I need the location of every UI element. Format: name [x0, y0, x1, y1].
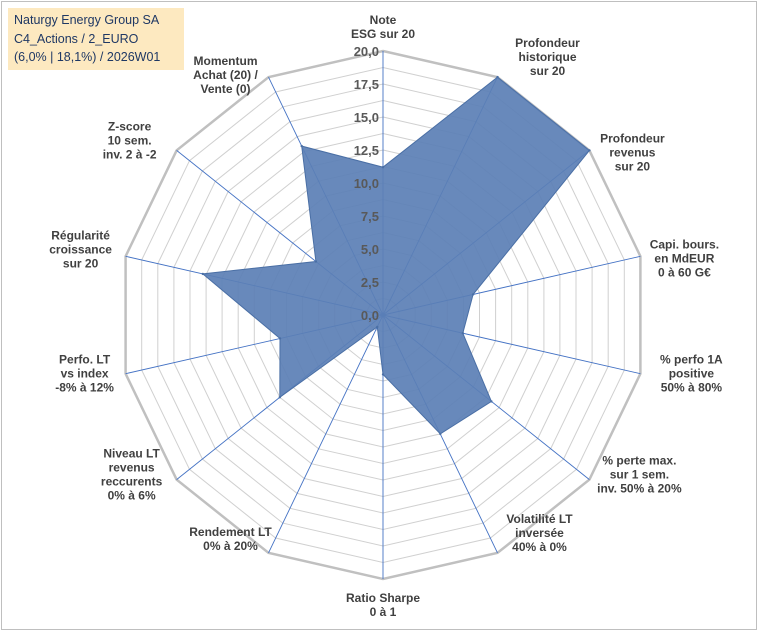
axis-label-line: vs index [61, 367, 109, 381]
axis-label-line: Z-score [108, 119, 152, 133]
axis-label-line: revenus [109, 461, 155, 475]
axis-label-line: sur 1 sem. [610, 468, 669, 482]
axis-label-line: Profondeur [515, 36, 580, 50]
axis-label-line: inv. 50% à 20% [597, 482, 682, 496]
axis-label-line: Perfo. LT [59, 353, 111, 367]
radial-tick-label: 2,5 [361, 275, 379, 290]
title-stats: (6,0% | 18,1%) / 2026W01 [14, 50, 161, 64]
axis-label-line: 50% à 80% [661, 381, 723, 395]
axis-label-line: % perte max. [602, 454, 676, 468]
axis-spoke [268, 314, 384, 554]
axis-label-line: Achat (20) / [193, 68, 258, 82]
axis-label-line: 0 à 1 [370, 605, 397, 619]
axis-label-line: Note [370, 13, 397, 27]
axis-label-4: % perfo 1A positive 50% à 80% [660, 353, 723, 395]
axis-label-line: Niveau LT [103, 447, 160, 461]
radial-tick-label: 5,0 [361, 242, 379, 257]
axis-label-line: ESG sur 20 [351, 27, 415, 41]
axis-label-9: Niveau LT revenus reccurents 0% à 6% [101, 447, 163, 503]
axis-label-0: Note ESG sur 20 [351, 13, 415, 41]
axis-label-13: Momentum Achat (20) / Vente (0) [193, 54, 258, 96]
axis-label-line: Régularité [51, 228, 110, 242]
data-point [490, 400, 493, 403]
data-point [496, 75, 499, 79]
axis-label-line: 0% à 20% [203, 539, 258, 553]
axis-label-line: sur 20 [615, 159, 651, 173]
title-company: Naturgy Energy Group SA [14, 13, 160, 27]
axis-label-line: en MdEUR [654, 251, 714, 265]
axis-label-12: Z-score 10 sem. inv. 2 à -2 [103, 119, 157, 161]
data-point [439, 432, 442, 436]
axis-label-line: sur 20 [530, 64, 566, 78]
radial-tick-label: 15,0 [354, 110, 379, 125]
radial-tick-label: 17,5 [354, 77, 379, 92]
data-point [314, 260, 318, 263]
axis-label-line: 10 sem. [108, 133, 152, 147]
axis-label-10: Perfo. LT vs index -8% à 12% [55, 353, 114, 395]
tick-layer: 0,0 2,5 5,0 7,5 10,0 12,5 15,0 17,5 20,0 [354, 44, 379, 323]
series-layer [201, 75, 591, 436]
data-point [381, 166, 385, 169]
axis-label-line: inversée [515, 526, 564, 540]
axis-label-line: croissance [49, 242, 112, 256]
radial-tick-label: 12,5 [354, 143, 379, 158]
data-point [278, 396, 281, 399]
axis-label-7: Ratio Sharpe 0 à 1 [346, 591, 420, 619]
axis-label-3: Capi. bours. en MdEUR 0 à 60 G€ [650, 237, 719, 279]
data-point [461, 332, 464, 335]
axis-label-line: 40% à 0% [512, 540, 567, 554]
axis-label-line: % perfo 1A [660, 353, 723, 367]
data-point [201, 272, 204, 276]
axis-label-5: % perte max. sur 1 sem. inv. 50% à 20% [597, 454, 682, 496]
radial-tick-label: 0,0 [361, 308, 379, 323]
axis-label-line: Volatilité LT [506, 512, 573, 526]
axis-label-line: 0 à 60 G€ [658, 265, 711, 279]
axis-label-8: Rendement LT 0% à 20% [189, 525, 272, 553]
axis-label-line: Momentum [194, 54, 258, 68]
axis-label-1: Profondeur historique sur 20 [515, 36, 580, 78]
data-point [278, 337, 282, 340]
data-point [381, 373, 385, 376]
axis-label-line: 0% à 6% [108, 489, 156, 503]
axis-label-line: inv. 2 à -2 [103, 147, 157, 161]
title-box: Naturgy Energy Group SA C4_Actions / 2_E… [8, 8, 184, 70]
data-series-area [201, 76, 591, 435]
axis-label-line: revenus [609, 145, 655, 159]
title-category: C4_Actions / 2_EURO [14, 31, 139, 46]
axis-label-2: Profondeur revenus sur 20 [600, 131, 665, 173]
radial-tick-label: 20,0 [354, 44, 379, 59]
axis-label-line: positive [669, 367, 715, 381]
axis-label-line: sur 20 [63, 256, 99, 270]
data-point [376, 325, 379, 329]
axis-label-11: Régularité croissance sur 20 [49, 228, 112, 270]
axis-label-line: -8% à 12% [55, 381, 114, 395]
data-point [471, 293, 475, 296]
data-point [588, 149, 591, 152]
radial-tick-label: 7,5 [361, 209, 379, 224]
axis-label-line: historique [518, 50, 576, 64]
axis-label-line: Ratio Sharpe [346, 591, 420, 605]
radial-tick-label: 10,0 [354, 176, 379, 191]
axis-label-line: Vente (0) [200, 82, 250, 96]
data-point [300, 144, 303, 148]
axis-label-line: reccurents [101, 475, 163, 489]
axis-label-line: Profondeur [600, 131, 665, 145]
axis-label-line: Capi. bours. [650, 237, 719, 251]
axis-label-line: Rendement LT [189, 525, 272, 539]
axis-label-6: Volatilité LT inversée 40% à 0% [506, 512, 573, 554]
